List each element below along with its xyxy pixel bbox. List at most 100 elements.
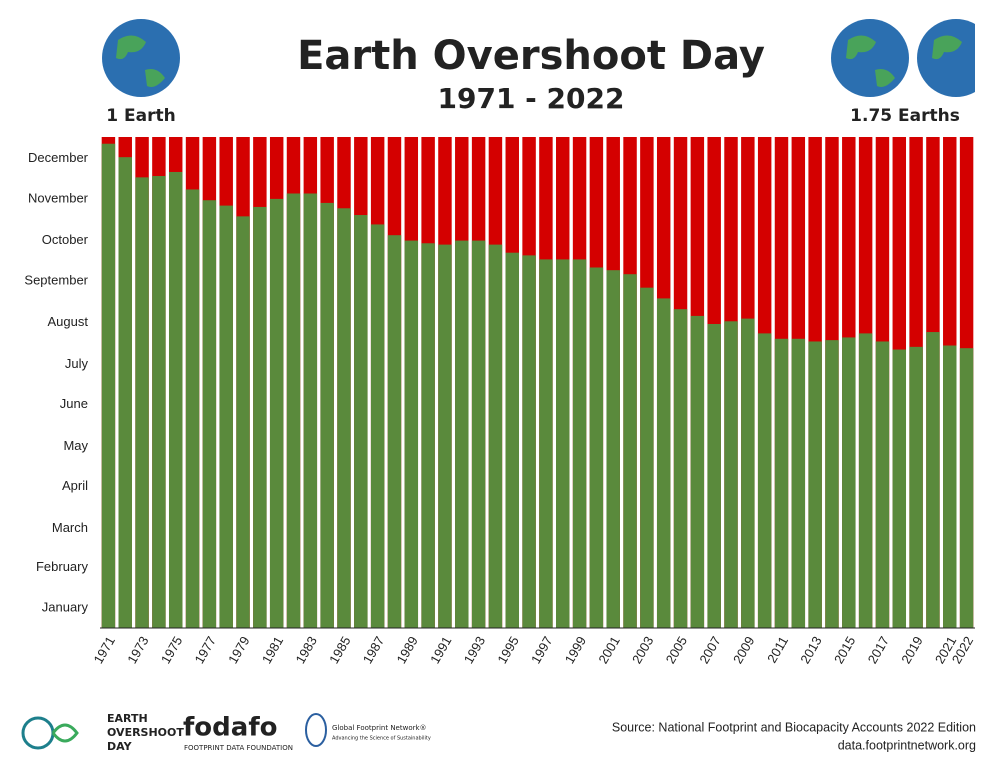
bar [926,332,940,628]
x-tick-label: 2005 [663,634,690,667]
bar [135,177,149,628]
bar [152,176,166,628]
bar [471,240,486,629]
x-tick-label: 2015 [831,634,858,667]
bar [875,341,890,628]
bar [286,193,301,628]
x-tick-label: 1981 [259,634,286,667]
y-tick-label: December [28,150,89,165]
bar [337,208,351,628]
x-tick-label: 2001 [595,634,622,667]
x-tick-label: 1973 [124,634,151,667]
bar [354,215,368,628]
logo-text: EARTH [107,712,148,725]
bar [185,189,200,628]
bar [757,333,772,628]
bar [522,255,536,628]
bar [724,321,738,628]
y-tick-label: June [60,396,88,411]
bar [572,259,587,628]
globe [102,19,180,97]
bar [404,240,419,629]
x-tick-label: 1985 [326,634,353,667]
y-tick-label: September [24,272,88,287]
y-tick-label: April [62,478,88,493]
bar [606,270,620,628]
bar [673,309,688,628]
bar [488,244,503,628]
bar [303,193,318,628]
y-tick-label: July [65,356,89,371]
y-tick-label: February [36,559,89,574]
x-tick-label: 1999 [562,634,589,667]
bar [623,274,637,628]
x-tick-label: 1987 [360,634,387,667]
bar [438,244,452,628]
x-tick-label: 1997 [528,634,555,667]
bar [640,287,654,628]
bar [791,338,806,628]
x-tick-label: 1991 [427,634,454,667]
bar [858,333,873,628]
bar [589,267,604,628]
bar [236,216,250,628]
x-tick-label: 1979 [225,634,252,667]
bar [892,349,907,628]
x-tick-label: 1993 [461,634,488,667]
logo-text: OVERSHOOT [107,726,184,739]
bar [943,345,957,628]
bar [774,338,789,628]
x-tick-label: 2013 [797,634,824,667]
bar [101,143,116,629]
logo: EARTH OVERSHOOT DAY fodafo FOOTPRINT DAT… [21,712,431,753]
y-tick-label: November [28,190,89,205]
bar [741,318,755,628]
x-tick-label: 1977 [191,634,218,667]
logo-text: Global Footprint Network® [332,724,427,732]
bar [370,224,385,628]
x-tick-label: 2019 [898,634,925,667]
bar [269,198,284,628]
bar [202,200,217,628]
y-tick-label: March [52,520,88,535]
bar [219,205,233,629]
bar [168,171,183,628]
logo-text: fodafo [183,713,278,743]
bar [539,259,553,628]
x-tick-label: 2017 [865,634,892,667]
y-tick-label: August [48,314,89,329]
bar [707,323,721,628]
logo-text: DAY [107,740,133,753]
x-tick-label: 1989 [393,634,420,667]
x-tick-label: 1971 [91,634,118,667]
annotation: 1.75 Earths [850,106,960,126]
logo-text: FOOTPRINT DATA FOUNDATION [184,744,293,752]
bar [505,252,519,628]
x-tick-label: 2009 [730,634,757,667]
bar [959,348,974,628]
bar [387,235,402,628]
bar [118,157,132,628]
x-tick-label: 2007 [696,634,723,667]
bar [808,341,822,628]
source-url: data.footprintnetwork.org [838,738,976,752]
x-tick-label: 1975 [158,634,185,667]
globe [831,19,975,97]
x-tick-label: 1983 [292,634,319,667]
bar [455,240,469,629]
chart-title: Earth Overshoot Day [297,33,765,79]
chart-subtitle: 1971 - 2022 [438,82,625,115]
bar [842,337,856,628]
bar [909,346,923,628]
y-tick-label: October [42,232,89,247]
bar [690,315,705,628]
bar [556,259,570,628]
bar [656,298,671,628]
x-tick-label: 1995 [494,634,521,667]
source: Source: National Footprint and Biocapaci… [612,720,976,734]
bar [825,340,839,628]
y-tick-label: January [42,599,89,614]
logo-text: Advancing the Science of Sustainability [332,736,431,742]
x-tick-label: 2011 [764,634,791,666]
